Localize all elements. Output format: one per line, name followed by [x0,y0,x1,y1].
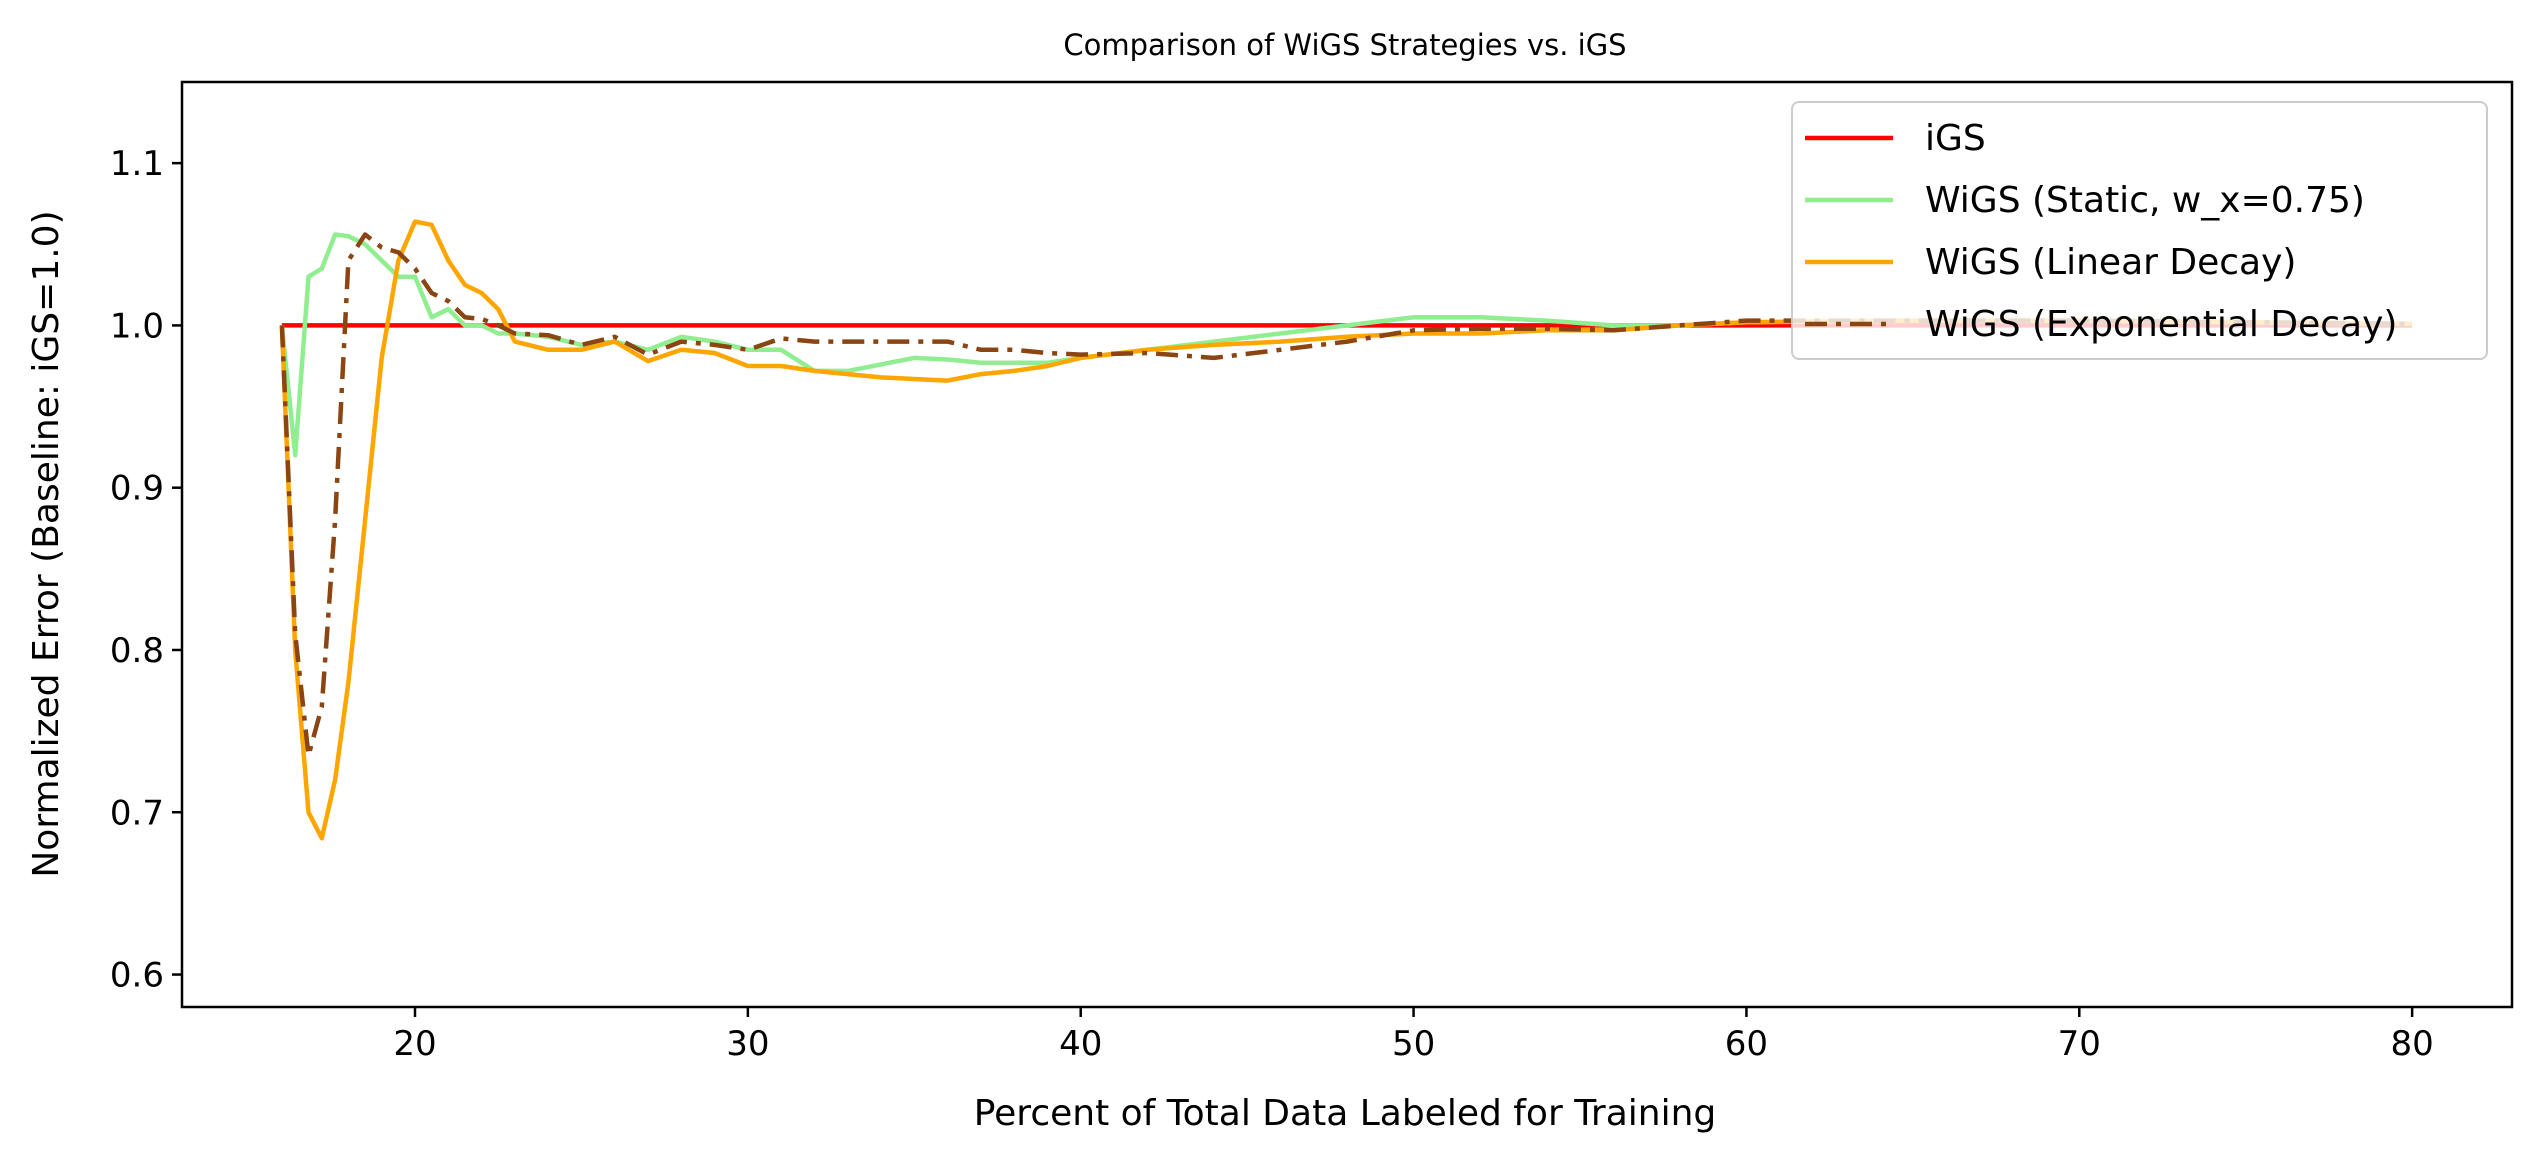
x-tick-label: 20 [393,1024,436,1064]
legend-label-1: WiGS (Static, w_x=0.75) [1925,180,2365,221]
y-tick-label: 0.7 [110,793,164,833]
x-tick-label: 60 [1725,1024,1768,1064]
legend-label-2: WiGS (Linear Decay) [1925,242,2296,283]
x-tick-label: 30 [726,1024,769,1064]
y-tick-label: 0.6 [110,956,164,996]
series-line-1 [279,232,2413,458]
y-tick-label: 1.1 [110,144,164,184]
y-tick-label: 1.0 [110,306,164,346]
y-axis-ticks: 0.6 0.7 0.8 0.9 1.0 1.1 [110,144,182,996]
plot-frame [180,80,2514,1009]
y-tick-label: 0.8 [110,631,164,671]
legend-box [1791,101,2488,360]
legend-label-3: WiGS (Exponential Decay) [1925,304,2397,345]
x-tick-label: 50 [1392,1024,1435,1064]
x-axis-label: Percent of Total Data Labeled for Traini… [974,1093,1717,1134]
y-tick-label: 0.9 [110,469,164,509]
x-axis-ticks: 20 30 40 50 60 70 80 [393,1007,2434,1064]
y-axis-label: Normalized Error (Baseline: iGS=1.0) [26,210,67,877]
x-tick-label: 70 [2058,1024,2101,1064]
series-line-3 [279,232,2413,758]
chart-title: Comparison of WiGS Strategies vs. iGS [1063,28,1626,62]
legend-label-0: iGS [1925,118,1986,159]
x-tick-label: 80 [2391,1024,2434,1064]
legend: iGS WiGS (Static, w_x=0.75) WiGS (Linear D… [1791,101,2488,360]
series-line-2 [279,219,2413,841]
x-tick-label: 40 [1059,1024,1102,1064]
